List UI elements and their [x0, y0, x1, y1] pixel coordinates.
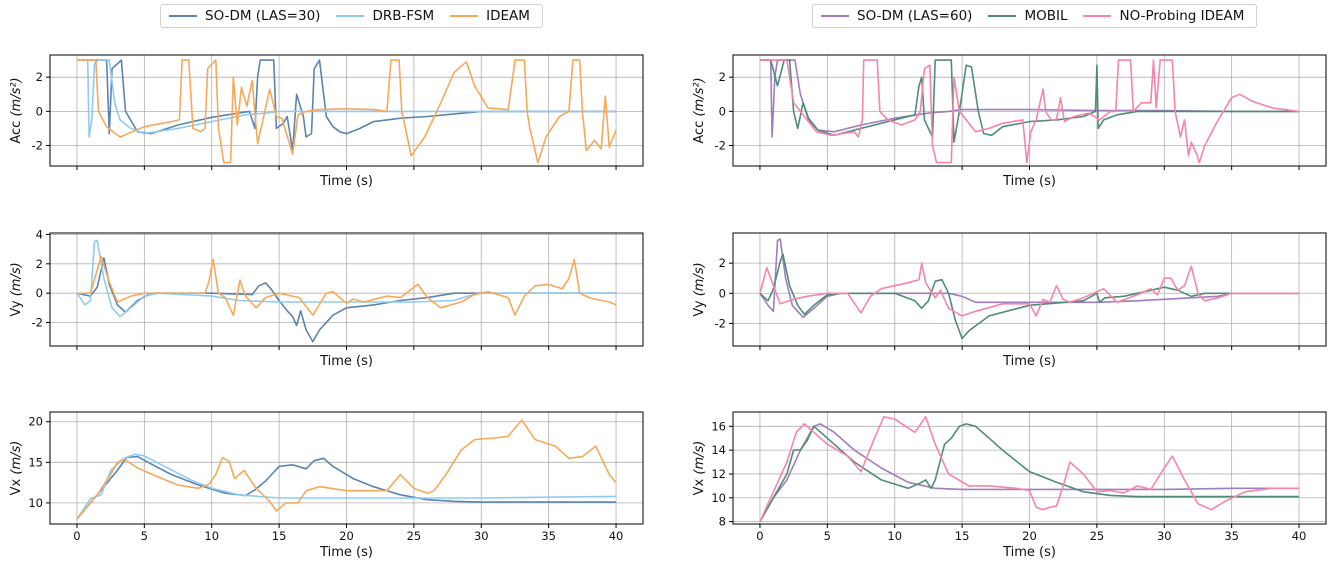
series-line-1 — [759, 423, 1299, 522]
legend-label: MOBIL — [1024, 8, 1068, 24]
x-tick-label-2: 10 — [887, 529, 902, 543]
y-tick-label-0: -2 — [32, 316, 43, 330]
y-tick-label-4: 16 — [711, 419, 726, 433]
legend-swatch — [1083, 15, 1112, 17]
x-tick-label-3: 15 — [272, 529, 287, 543]
x-tick-label-5: 25 — [407, 529, 422, 543]
legend-label: IDEAM — [486, 8, 530, 24]
x-tick-label-1: 5 — [141, 529, 148, 543]
y-tick-label-2: 20 — [28, 415, 43, 429]
x-tick-label-7: 35 — [1224, 529, 1239, 543]
legend-label: SO-DM (LAS=30) — [205, 8, 321, 24]
series-line-0 — [759, 423, 1299, 522]
x-tick-label-8: 40 — [1292, 529, 1307, 543]
y-axis-label: Acc (m/s²) — [9, 77, 24, 143]
y-axis-label: Vx (m/s) — [692, 441, 707, 496]
legend-swatch — [169, 15, 197, 17]
y-tick-label-1: 10 — [711, 491, 726, 505]
chart-left-vy: -2 0 2 4 Time (s) Vy (m/s) — [9, 227, 644, 369]
y-axis-label: Vx (m/s) — [9, 441, 24, 496]
y-tick-label-1: 15 — [28, 455, 43, 469]
chart-right-vx: 0 5 10 15 20 25 30 35 40 8 10 12 14 16 Time (s) Vx (m/s… — [692, 411, 1327, 560]
chart-right-acc: -2 0 2 Time (s) Acc (m/s²) — [692, 54, 1327, 189]
legend-left: SO-DM (LAS=30) DRB-FSM IDEAM — [160, 4, 543, 28]
x-tick-label-6: 30 — [474, 529, 489, 543]
legend-label: DRB-FSM — [372, 8, 435, 24]
x-tick-label-0: 0 — [756, 529, 763, 543]
chart-right-vy: -2 0 2 Time (s) Vy (m/s) — [692, 232, 1327, 369]
chart-left-acc: -2 0 2 Time (s) Acc (m/s²) — [9, 54, 644, 189]
x-axis-label: Time (s) — [1002, 174, 1056, 189]
x-tick-label-4: 20 — [339, 529, 354, 543]
x-axis-label: Time (s) — [319, 545, 373, 560]
x-axis-label: Time (s) — [1002, 354, 1056, 369]
x-tick-label-6: 30 — [1157, 529, 1172, 543]
y-tick-label-2: 2 — [719, 256, 726, 270]
x-tick-label-2: 10 — [204, 529, 219, 543]
chart-left-vx: 0 5 10 15 20 25 30 35 40 10 15 20 Time (s) Vx (m/s) — [9, 411, 644, 560]
y-tick-label-2: 12 — [711, 467, 726, 481]
legend-label: NO-Probing IDEAM — [1119, 8, 1245, 24]
x-tick-label-0: 0 — [73, 529, 80, 543]
y-tick-label-0: 8 — [719, 515, 726, 529]
x-axis-label: Time (s) — [1002, 545, 1056, 560]
legend-swatch — [450, 15, 479, 17]
legend-label: SO-DM (LAS=60) — [857, 8, 973, 24]
series-line-0 — [76, 257, 616, 343]
x-tick-label-7: 35 — [541, 529, 556, 543]
x-tick-label-5: 25 — [1090, 529, 1105, 543]
y-axis-label: Acc (m/s²) — [692, 77, 707, 143]
series-line-2 — [76, 419, 617, 520]
legend-entry-left-2: IDEAM — [450, 8, 530, 24]
series-line-2 — [77, 59, 617, 164]
y-tick-label-0: 10 — [28, 496, 43, 510]
x-tick-label-8: 40 — [609, 529, 624, 543]
y-axis-label: Vy (m/s) — [9, 262, 24, 316]
y-tick-label-1: 0 — [719, 104, 726, 118]
x-axis-label: Time (s) — [319, 174, 373, 189]
legend-swatch — [821, 15, 849, 17]
x-tick-label-4: 20 — [1022, 529, 1037, 543]
y-axis-label: Vy (m/s) — [692, 262, 707, 316]
legend-entry-right-0: SO-DM (LAS=60) — [821, 8, 972, 24]
legend-swatch — [988, 15, 1017, 17]
y-tick-label-0: -2 — [715, 139, 726, 153]
x-tick-label-1: 5 — [824, 529, 831, 543]
x-tick-label-3: 15 — [955, 529, 970, 543]
series-line-2 — [760, 59, 1300, 164]
legend-entry-right-1: MOBIL — [988, 8, 1067, 24]
y-tick-label-1: 0 — [36, 104, 43, 118]
legend-right: SO-DM (LAS=60) MOBIL NO-Probing IDEAM — [812, 4, 1258, 28]
legend-swatch — [336, 15, 365, 17]
y-tick-label-0: -2 — [715, 316, 726, 330]
y-tick-label-2: 2 — [36, 70, 43, 84]
series-line-2 — [759, 416, 1299, 522]
x-axis-label: Time (s) — [319, 354, 373, 369]
legend-entry-right-2: NO-Probing IDEAM — [1083, 8, 1244, 24]
series-line-2 — [77, 255, 617, 316]
y-tick-label-1: 0 — [36, 286, 43, 300]
y-tick-label-3: 14 — [711, 443, 726, 457]
legend-entry-left-1: DRB-FSM — [336, 8, 434, 24]
y-tick-label-3: 4 — [36, 227, 43, 241]
y-tick-label-1: 0 — [719, 286, 726, 300]
series-line-1 — [77, 59, 616, 138]
y-tick-label-0: -2 — [32, 139, 43, 153]
legend-entry-left-0: SO-DM (LAS=30) — [169, 8, 320, 24]
y-tick-label-2: 2 — [36, 257, 43, 271]
y-tick-label-2: 2 — [719, 70, 726, 84]
series-line-2 — [759, 262, 1299, 317]
